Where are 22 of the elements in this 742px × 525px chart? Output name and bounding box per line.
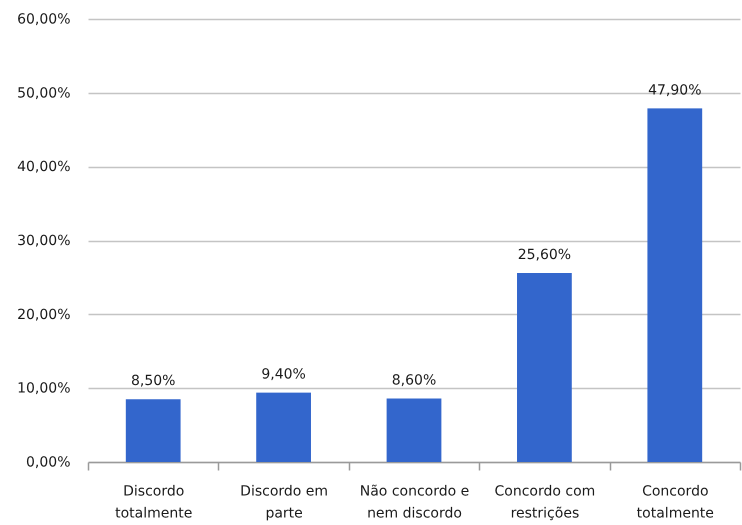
x-tick-label: Concordo totalmente [636,484,714,522]
x-tick-label: Discordo totalmente [115,484,192,522]
bar [517,272,572,462]
y-tick-label: 50,00% [17,85,70,102]
x-tick-label: Discordo em parte [240,484,328,522]
y-tick-label: 20,00% [17,306,70,323]
y-tick-label: 30,00% [17,233,70,249]
x-tick-label: Concordo com restrições [494,484,596,522]
y-tick-label: 60,00% [17,12,70,28]
data-label: 8,50% [130,373,176,390]
y-tick-label: 40,00% [17,159,70,176]
bar [386,398,442,462]
bar [647,108,702,462]
data-label: 8,60% [392,372,436,389]
data-label: 47,90% [648,82,702,98]
data-label: 25,60% [518,246,572,263]
bar [256,392,311,462]
x-tick-label: Não concordo e nem discordo [360,484,470,522]
y-tick-label: 10,00% [17,380,70,397]
y-tick-label: 0,00% [26,454,70,470]
bar [126,399,181,462]
data-label: 9,40% [261,366,306,383]
